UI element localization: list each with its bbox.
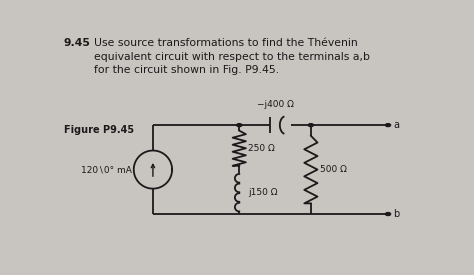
Text: Use source transformations to find the Thévenin
equivalent circuit with respect : Use source transformations to find the T… [94,38,370,76]
Text: Figure P9.45: Figure P9.45 [64,125,134,135]
Text: j150 Ω: j150 Ω [248,188,278,197]
Text: b: b [393,209,400,219]
Circle shape [237,124,242,126]
Text: 250 Ω: 250 Ω [248,144,275,153]
Text: −j400 Ω: −j400 Ω [256,100,293,109]
Circle shape [308,124,313,126]
Text: 500 Ω: 500 Ω [320,165,347,174]
Text: 120∖0° mA: 120∖0° mA [81,165,132,174]
Text: a: a [393,120,400,130]
Text: 9.45: 9.45 [64,38,91,48]
Circle shape [385,213,391,216]
Circle shape [385,124,391,126]
